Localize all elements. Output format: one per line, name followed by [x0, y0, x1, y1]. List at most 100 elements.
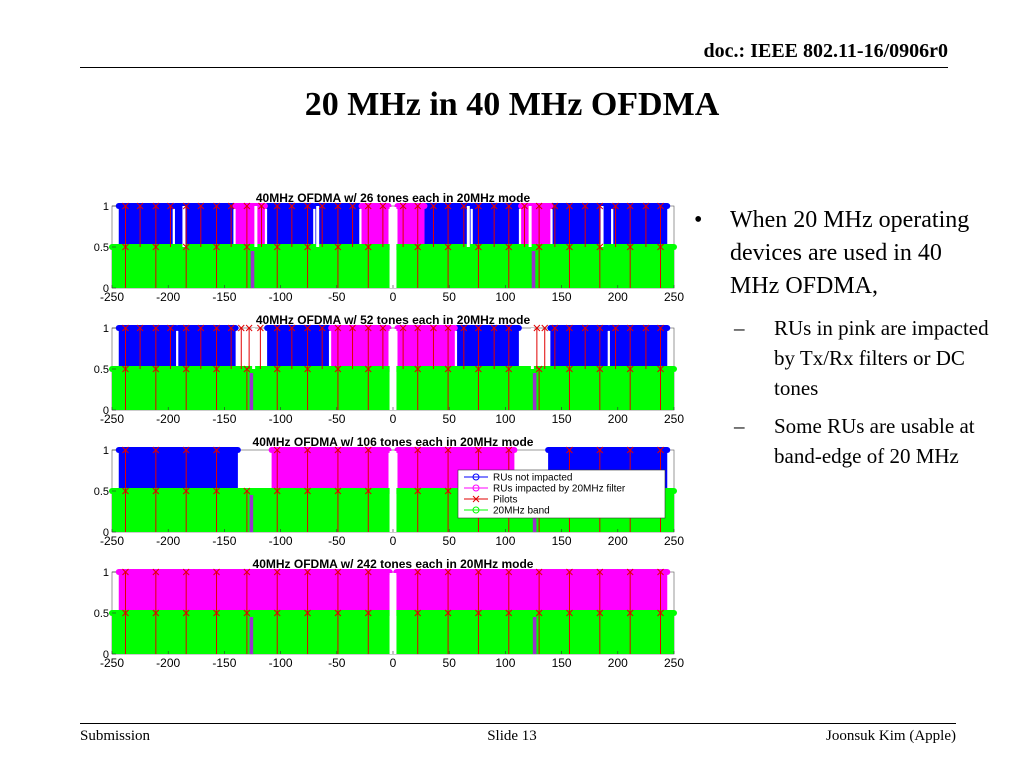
x-tick-label: -200	[156, 656, 180, 670]
pilot-x-stroke	[475, 202, 482, 210]
ru-bar-not-impacted	[424, 206, 471, 247]
pilot-x-marker	[288, 202, 296, 210]
chart-panel-4: 0 0.5 1 -250 -200 -150 -100 -50 0 50 100 150 200 250 4…	[94, 557, 685, 670]
x-tick-label: 0	[390, 290, 397, 304]
sub-bullet-list: – RUs in pink are impacted by Tx/Rx filt…	[694, 313, 994, 471]
pilot-x-marker	[304, 446, 311, 454]
pilot-x-stroke	[612, 202, 619, 210]
x-tick-label: 250	[664, 534, 684, 548]
pilot-x-stroke	[167, 324, 174, 332]
pilot-x-stroke	[444, 324, 452, 332]
pilot-x-stroke	[152, 324, 160, 332]
chart-panel-2: 0 0.5 1 -250 -200 -150 -100 -50 0 50 100 150 200 250 4…	[94, 313, 685, 426]
ru-bar-not-impacted	[118, 450, 238, 491]
pilot-x-marker	[213, 365, 220, 373]
footer-rule	[80, 723, 956, 724]
pilot-x-stroke	[444, 446, 452, 454]
pilot-x-marker	[444, 446, 452, 454]
y-tick-label: 1	[103, 567, 109, 579]
pilot-x-stroke	[227, 324, 235, 332]
y-tick-label: 0.5	[94, 364, 109, 376]
x-tick-label: -250	[100, 656, 124, 670]
pilot-x-stroke	[490, 202, 498, 210]
x-tick-label: 0	[390, 412, 397, 426]
pilot-x-marker	[399, 202, 407, 210]
pilot-x-stroke	[334, 324, 342, 332]
pilot-x-marker	[505, 202, 513, 210]
pilot-x-stroke	[566, 202, 573, 210]
pilot-x-marker	[581, 324, 589, 332]
ru-bar-not-impacted	[609, 328, 668, 369]
pilot-x-stroke	[535, 202, 543, 210]
pilot-x-stroke	[304, 487, 311, 495]
pilot-x-stroke	[213, 487, 220, 495]
pilot-x-stroke	[304, 365, 311, 373]
pilot-x-stroke	[182, 568, 190, 576]
pilot-x-marker	[152, 568, 160, 576]
pilot-x-marker	[475, 365, 482, 373]
pilot-x-stroke	[626, 324, 634, 332]
pilot-x-marker	[505, 243, 513, 251]
pilot-x-marker	[318, 324, 326, 332]
pilot-x-marker	[444, 324, 452, 332]
pilot-x-stroke	[444, 487, 452, 495]
pilot-x-marker	[505, 568, 513, 576]
pilot-x-stroke	[379, 324, 387, 332]
y-tick-label: 0	[103, 527, 109, 539]
pilot-x-marker	[444, 365, 452, 373]
pilot-x-stroke	[152, 202, 160, 210]
pilot-x-stroke	[596, 446, 604, 454]
pilot-x-marker	[334, 202, 342, 210]
pilot-x-marker	[596, 609, 604, 617]
bullet-dot-icon: •	[694, 207, 703, 233]
pilot-x-marker	[257, 324, 264, 332]
x-tick-label: 50	[443, 290, 457, 304]
pilot-x-stroke	[642, 202, 650, 210]
pilot-x-marker	[596, 446, 604, 454]
pilot-x-marker	[414, 324, 422, 332]
x-tick-label: 50	[443, 534, 457, 548]
x-tick-label: -100	[269, 656, 293, 670]
null-tone-gap	[252, 328, 256, 369]
pilot-x-stroke	[122, 568, 129, 576]
pilot-x-stroke	[535, 568, 543, 576]
x-tick-label: 100	[495, 534, 515, 548]
pilot-x-stroke	[243, 487, 251, 495]
pilot-x-marker	[414, 487, 422, 495]
pilot-x-marker	[566, 243, 573, 251]
legend-label: 20MHz band	[493, 506, 550, 517]
pilot-x-stroke	[505, 609, 513, 617]
pilot-x-marker	[364, 487, 372, 495]
bullet-main-text: When 20 MHz operating devices are used i…	[730, 207, 970, 299]
pilot-x-marker	[490, 202, 498, 210]
pilot-x-stroke	[596, 324, 604, 332]
pilot-x-marker	[430, 202, 437, 210]
pilot-x-marker	[273, 324, 281, 332]
pilot-x-stroke	[136, 324, 144, 332]
pilot-x-stroke	[334, 487, 342, 495]
x-tick-label: 150	[552, 412, 572, 426]
pilot-x-stroke	[399, 202, 407, 210]
pilot-x-stroke	[122, 487, 129, 495]
sub-bullet-text: Some RUs are usable at band-edge of 20 M…	[774, 414, 975, 468]
pilot-x-stroke	[237, 324, 245, 332]
x-tick-label: -150	[212, 290, 236, 304]
pilot-x-stroke	[460, 202, 468, 210]
pilot-x-marker	[304, 487, 311, 495]
x-tick-label: 250	[664, 412, 684, 426]
legend-circle-icon	[472, 484, 480, 492]
pilot-x-stroke	[334, 243, 342, 251]
pilot-x-stroke	[152, 446, 160, 454]
pilot-x-marker	[122, 609, 129, 617]
x-tick-label: 250	[664, 290, 684, 304]
filter-edge-mark	[249, 495, 254, 532]
pilot-x-stroke	[581, 324, 589, 332]
pilot-x-stroke	[521, 202, 528, 210]
pilot-x-marker	[122, 568, 129, 576]
x-tick-label: 200	[608, 656, 628, 670]
x-tick-label: -100	[269, 534, 293, 548]
pilot-x-marker	[551, 324, 559, 332]
pilot-x-marker	[152, 487, 160, 495]
pilot-x-stroke	[273, 202, 281, 210]
pilot-x-stroke	[444, 609, 452, 617]
